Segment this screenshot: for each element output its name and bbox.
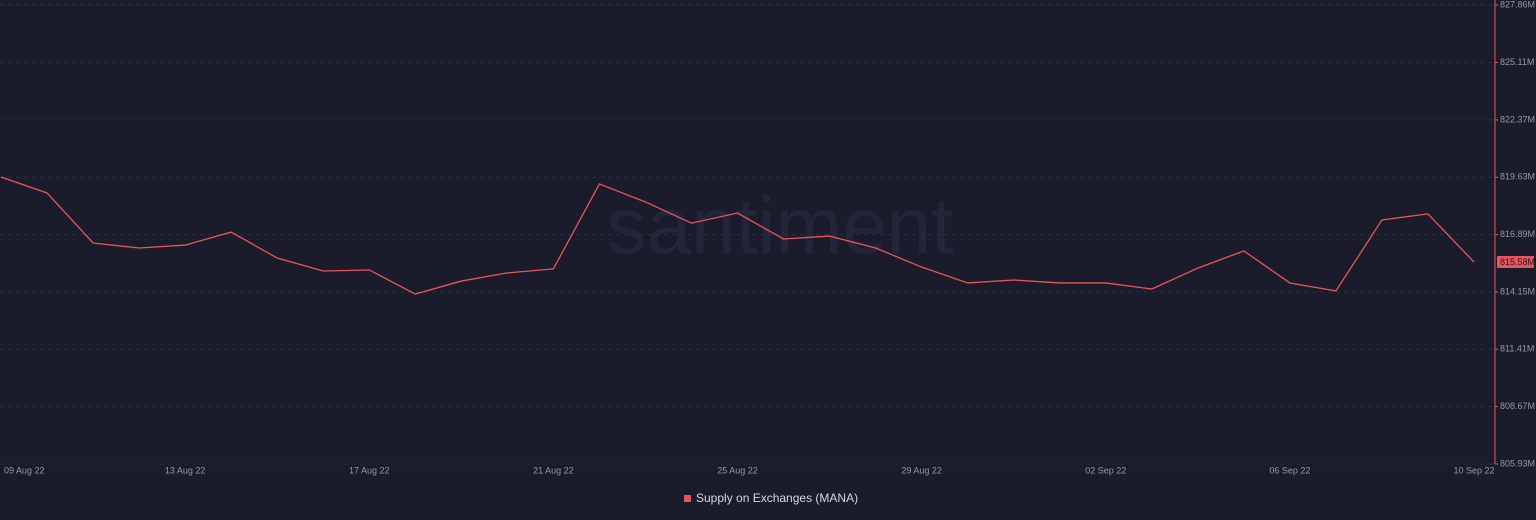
x-tick-label: 09 Aug 22 — [4, 465, 45, 475]
y-tick-label: 816.89M — [1500, 229, 1535, 239]
y-tick-label: 825.11M — [1500, 57, 1534, 67]
x-tick-label: 06 Sep 22 — [1269, 465, 1310, 475]
x-tick-label: 25 Aug 22 — [717, 465, 758, 475]
y-tick-label: 811.41M — [1500, 344, 1534, 354]
last-value-label: 815.58M — [1500, 257, 1535, 267]
y-tick-label: 814.15M — [1500, 286, 1535, 296]
y-tick-label: 819.63M — [1500, 172, 1535, 182]
legend-swatch — [684, 495, 691, 502]
x-tick-label: 13 Aug 22 — [165, 465, 206, 475]
y-tick-label: 827.86M — [1500, 0, 1535, 9]
x-tick-label: 02 Sep 22 — [1085, 465, 1126, 475]
x-tick-label: 17 Aug 22 — [349, 465, 390, 475]
line-series — [0, 176, 1475, 295]
watermark: santiment — [607, 181, 954, 270]
y-tick-label: 822.37M — [1500, 114, 1535, 124]
x-tick-label: 29 Aug 22 — [901, 465, 942, 475]
y-tick-label: 805.93M — [1500, 458, 1535, 468]
legend-label: Supply on Exchanges (MANA) — [696, 491, 858, 505]
last-value-badge — [1497, 256, 1534, 269]
y-tick-label: 808.67M — [1500, 401, 1535, 411]
x-tick-label: 10 Sep 22 — [1453, 465, 1494, 475]
x-tick-label: 21 Aug 22 — [533, 465, 574, 475]
